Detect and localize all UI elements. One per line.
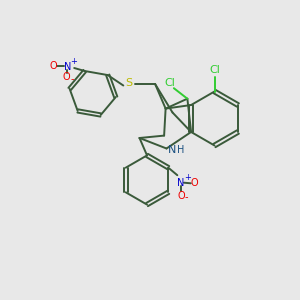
Text: N: N (64, 62, 71, 72)
Text: +: + (184, 173, 191, 182)
Text: O: O (177, 190, 185, 201)
Text: +: + (70, 57, 77, 66)
Text: -: - (70, 74, 74, 84)
Text: N: N (167, 145, 176, 155)
Text: N: N (177, 178, 184, 188)
Text: O: O (63, 72, 70, 82)
Text: O: O (50, 61, 57, 71)
Text: S: S (125, 78, 132, 88)
Text: -: - (184, 192, 188, 202)
Text: Cl: Cl (165, 78, 176, 88)
Text: H: H (177, 145, 184, 155)
Text: Cl: Cl (210, 65, 220, 75)
Text: O: O (190, 178, 198, 188)
